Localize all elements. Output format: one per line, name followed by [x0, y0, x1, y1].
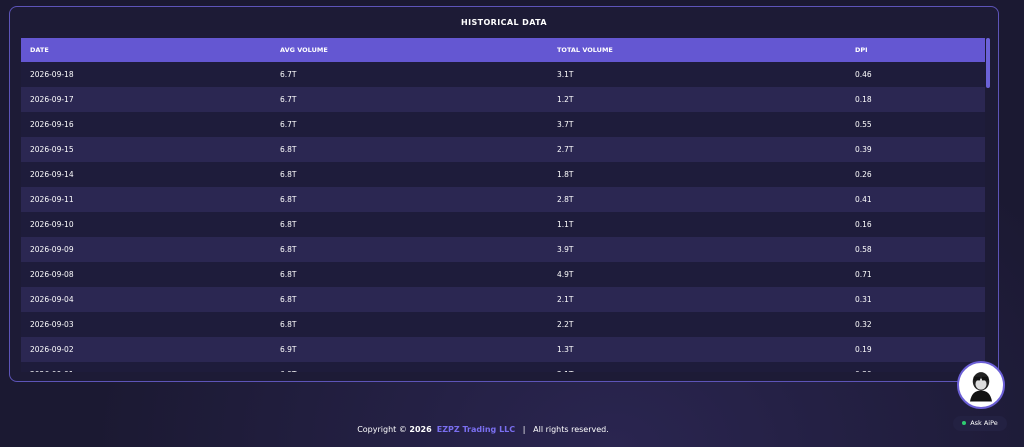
table-cell: 6.8T: [280, 170, 297, 179]
rights: All rights reserved.: [533, 425, 609, 434]
company-link[interactable]: EZPZ Trading LLC: [436, 425, 516, 434]
table-row: 2026-09-04 6.8T 2.1T 0.31: [21, 287, 985, 312]
table-cell: 0.31: [855, 295, 872, 304]
table-cell: 0.18: [855, 95, 872, 104]
table-cell: 2026-09-03: [30, 320, 74, 329]
table-row: 2026-09-09 6.8T 3.9T 0.58: [21, 237, 985, 262]
table-row: 2026-09-17 6.7T 1.2T 0.18: [21, 87, 985, 112]
table-row: 2026-09-03 6.8T 2.2T 0.32: [21, 312, 985, 337]
table-cell: 2.2T: [557, 320, 574, 329]
column-header: AVG VOLUME: [280, 46, 328, 54]
table-cell: 4.9T: [557, 270, 574, 279]
table-row: 2026-09-10 6.8T 1.1T 0.16: [21, 212, 985, 237]
table-cell: 0.16: [855, 220, 872, 229]
table-cell: 1.3T: [557, 345, 574, 354]
table-cell: 2026-09-17: [30, 95, 74, 104]
table-cell: 2026-09-04: [30, 295, 74, 304]
table-cell: 2026-09-09: [30, 245, 74, 254]
table-cell: 6.8T: [280, 295, 297, 304]
separator: |: [522, 425, 526, 434]
table-cell: 0.46: [855, 70, 872, 79]
table-cell: 3.9T: [557, 245, 574, 254]
table-cell: 6.7T: [280, 95, 297, 104]
historical-panel: HISTORICAL DATA DATE AVG VOLUME TOTAL VOLU…: [9, 6, 999, 382]
table-cell: 0.41: [855, 195, 872, 204]
scrollbar[interactable]: [986, 38, 990, 88]
table-cell: 0.71: [855, 270, 872, 279]
table-cell: 2026-09-18: [30, 70, 74, 79]
ask-assistant-button[interactable]: Ask AiPe: [953, 416, 1007, 431]
table-cell: 6.7T: [280, 120, 297, 129]
column-header: DATE: [30, 46, 49, 54]
table-cell: 2026-09-01: [30, 362, 74, 372]
table-cell: 6.8T: [280, 245, 297, 254]
table-row: 2026-09-15 6.8T 2.7T 0.39: [21, 137, 985, 162]
table-cell: 0.39: [855, 145, 872, 154]
table-cell: 2026-09-08: [30, 270, 74, 279]
table-row: 2026-09-18 6.7T 3.1T 0.46: [21, 62, 985, 87]
year: 2026: [409, 425, 432, 434]
table-row: 2026-09-14 6.8T 1.8T 0.26: [21, 162, 985, 187]
table-cell: 2026-09-14: [30, 170, 74, 179]
table-cell: 3.1T: [557, 70, 574, 79]
column-header: TOTAL VOLUME: [557, 46, 613, 54]
table-cell: 2.1T: [557, 295, 574, 304]
table-cell: 2.1T: [557, 362, 574, 372]
table-cell: 6.8T: [280, 270, 297, 279]
table-row: 2026-09-11 6.8T 2.8T 0.41: [21, 187, 985, 212]
table-cell: 6.8T: [280, 220, 297, 229]
table-cell: 6.7T: [280, 70, 297, 79]
table-cell: 6.9T: [280, 362, 297, 372]
assistant-avatar[interactable]: [957, 361, 1005, 409]
table-cell: 6.8T: [280, 320, 297, 329]
table-cell: 2026-09-15: [30, 145, 74, 154]
table-cell: 0.19: [855, 345, 872, 354]
table-cell: 0.58: [855, 245, 872, 254]
table-cell: 0.55: [855, 120, 872, 129]
table-cell: 0.32: [855, 320, 872, 329]
table-cell: 3.7T: [557, 120, 574, 129]
table-row: 2026-09-08 6.8T 4.9T 0.71: [21, 262, 985, 287]
table-header: DATE AVG VOLUME TOTAL VOLUME DPI: [21, 38, 985, 62]
table-cell: 0.30: [855, 362, 872, 372]
table-cell: 6.8T: [280, 195, 297, 204]
table-cell: 6.9T: [280, 345, 297, 354]
table-cell: 2026-09-16: [30, 120, 74, 129]
table-cell: 1.2T: [557, 95, 574, 104]
column-header: DPI: [855, 46, 868, 54]
table-cell: 0.26: [855, 170, 872, 179]
footer: Copyright © 2026 EZPZ Trading LLC | All …: [0, 425, 966, 434]
panel-title: HISTORICAL DATA: [460, 18, 547, 27]
table-cell: 2026-09-10: [30, 220, 74, 229]
table-cell: 2.8T: [557, 195, 574, 204]
table-cell: 2026-09-11: [30, 195, 74, 204]
table-cell: 1.1T: [557, 220, 574, 229]
table-row: 2026-09-01 6.9T 2.1T 0.30: [21, 362, 985, 372]
data-table: DATE AVG VOLUME TOTAL VOLUME DPI 2026-09-18 6…: [21, 38, 985, 372]
copyright: Copyright ©: [357, 425, 407, 434]
table-cell: 1.8T: [557, 170, 574, 179]
table-cell: 6.8T: [280, 145, 297, 154]
table-row: 2026-09-02 6.9T 1.3T 0.19: [21, 337, 985, 362]
table-cell: 2026-09-02: [30, 345, 74, 354]
table-row: 2026-09-16 6.7T 3.7T 0.55: [21, 112, 985, 137]
table-cell: 2.7T: [557, 145, 574, 154]
